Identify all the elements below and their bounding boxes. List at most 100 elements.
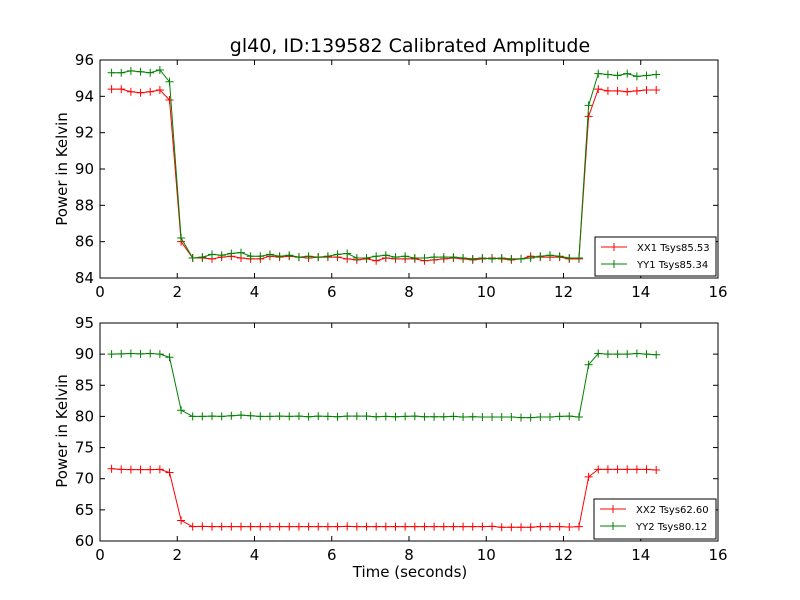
bottom-y-tick-label: 70 <box>75 470 94 488</box>
bottom-data-point <box>642 350 651 359</box>
bottom-data-point <box>294 412 303 421</box>
top-data-point <box>314 253 323 262</box>
bottom-data-point <box>165 468 174 477</box>
bottom-data-point <box>652 350 661 359</box>
top-panel: gl40, ID:139582 Calibrated Amplitude Pow… <box>53 35 728 301</box>
bottom-data-point <box>285 522 294 531</box>
bottom-data-point <box>227 411 236 420</box>
bottom-data-point <box>275 522 284 531</box>
top-data-point <box>517 254 526 263</box>
bottom-series-1 <box>107 464 661 532</box>
top-data-point <box>642 71 651 80</box>
bottom-x-tick-label: 14 <box>631 546 650 564</box>
top-x-tick-label: 16 <box>708 283 727 301</box>
top-data-point <box>391 253 400 262</box>
top-data-point <box>107 68 116 77</box>
top-legend-marker-2 <box>610 260 618 268</box>
top-data-point <box>136 67 145 76</box>
top-y-tick-label: 84 <box>75 269 94 287</box>
bottom-legend-box <box>593 498 717 540</box>
bottom-data-point <box>362 522 371 531</box>
bottom-y-axis-label: Power in Kelvin <box>53 374 71 488</box>
bottom-data-point <box>574 522 583 531</box>
bottom-data-point <box>401 412 410 421</box>
bottom-data-point <box>208 412 217 421</box>
top-data-point <box>478 254 487 263</box>
bottom-y-tick-label: 85 <box>75 376 94 394</box>
bottom-data-point <box>333 412 342 421</box>
top-data-point <box>323 252 332 261</box>
bottom-series-2 <box>107 349 661 422</box>
bottom-data-point <box>198 522 207 531</box>
bottom-data-point <box>526 523 535 532</box>
bottom-data-point <box>362 412 371 421</box>
top-data-point <box>155 65 164 74</box>
top-data-point <box>381 251 390 260</box>
bottom-legend-label-1: XX2 Tsys62.60 <box>636 505 709 516</box>
top-data-point <box>632 86 641 95</box>
top-legend-marker-1 <box>610 243 618 251</box>
bottom-data-point <box>256 412 265 421</box>
top-x-tick-label: 2 <box>172 283 182 301</box>
bottom-data-point <box>352 522 361 531</box>
top-data-point <box>584 112 593 121</box>
top-data-point <box>652 70 661 79</box>
bottom-data-point <box>314 522 323 531</box>
top-data-point <box>208 250 217 259</box>
bottom-data-point <box>294 522 303 531</box>
bottom-data-point <box>526 413 535 422</box>
bottom-data-point <box>126 465 135 474</box>
top-data-point <box>188 254 197 263</box>
top-data-point <box>497 254 506 263</box>
bottom-data-point <box>545 522 554 531</box>
bottom-x-tick-label: 10 <box>477 546 496 564</box>
bottom-data-point <box>603 350 612 359</box>
top-data-point <box>126 66 135 75</box>
top-data-point <box>217 251 226 260</box>
top-data-point <box>136 88 145 97</box>
top-data-point <box>177 234 186 243</box>
bottom-data-point <box>459 522 468 531</box>
bottom-data-point <box>381 412 390 421</box>
top-legend-label-1: XX1 Tsys85.53 <box>637 243 710 254</box>
top-data-point <box>343 249 352 258</box>
bottom-data-point <box>536 522 545 531</box>
bottom-data-point <box>574 413 583 422</box>
bottom-data-point <box>613 465 622 474</box>
bottom-data-point <box>217 412 226 421</box>
top-data-point <box>507 254 516 263</box>
top-data-point <box>198 253 207 262</box>
bottom-data-point <box>304 522 313 531</box>
bottom-y-tick-label: 90 <box>75 345 94 363</box>
top-data-point <box>420 254 429 263</box>
top-data-point <box>155 85 164 94</box>
bottom-data-point <box>517 413 526 422</box>
top-data-point <box>439 253 448 262</box>
bottom-data-point <box>246 411 255 420</box>
bottom-data-point <box>165 353 174 362</box>
bottom-x-tick-label: 8 <box>404 546 414 564</box>
bottom-data-point <box>420 412 429 421</box>
bottom-data-point <box>623 350 632 359</box>
bottom-data-point <box>613 350 622 359</box>
bottom-data-point <box>285 412 294 421</box>
bottom-data-point <box>488 413 497 422</box>
top-y-tick-label: 92 <box>75 124 94 142</box>
bottom-plot-layer: 0 2 4 6 8 10 12 14 16 60 65 70 75 80 85 90 95 <box>75 314 728 564</box>
bottom-data-point <box>420 522 429 531</box>
bottom-data-point <box>323 522 332 531</box>
top-data-point <box>594 69 603 78</box>
bottom-data-point <box>449 522 458 531</box>
bottom-data-point <box>439 412 448 421</box>
bottom-data-point <box>497 523 506 532</box>
bottom-data-point <box>188 412 197 421</box>
bottom-data-point <box>517 523 526 532</box>
chart-title: gl40, ID:139582 Calibrated Amplitude <box>230 35 590 57</box>
top-data-point <box>468 254 477 263</box>
bottom-data-point <box>372 412 381 421</box>
top-data-point <box>613 71 622 80</box>
bottom-data-point <box>401 522 410 531</box>
top-data-point <box>449 253 458 262</box>
top-data-point <box>117 68 126 77</box>
top-x-tick-label: 10 <box>477 283 496 301</box>
